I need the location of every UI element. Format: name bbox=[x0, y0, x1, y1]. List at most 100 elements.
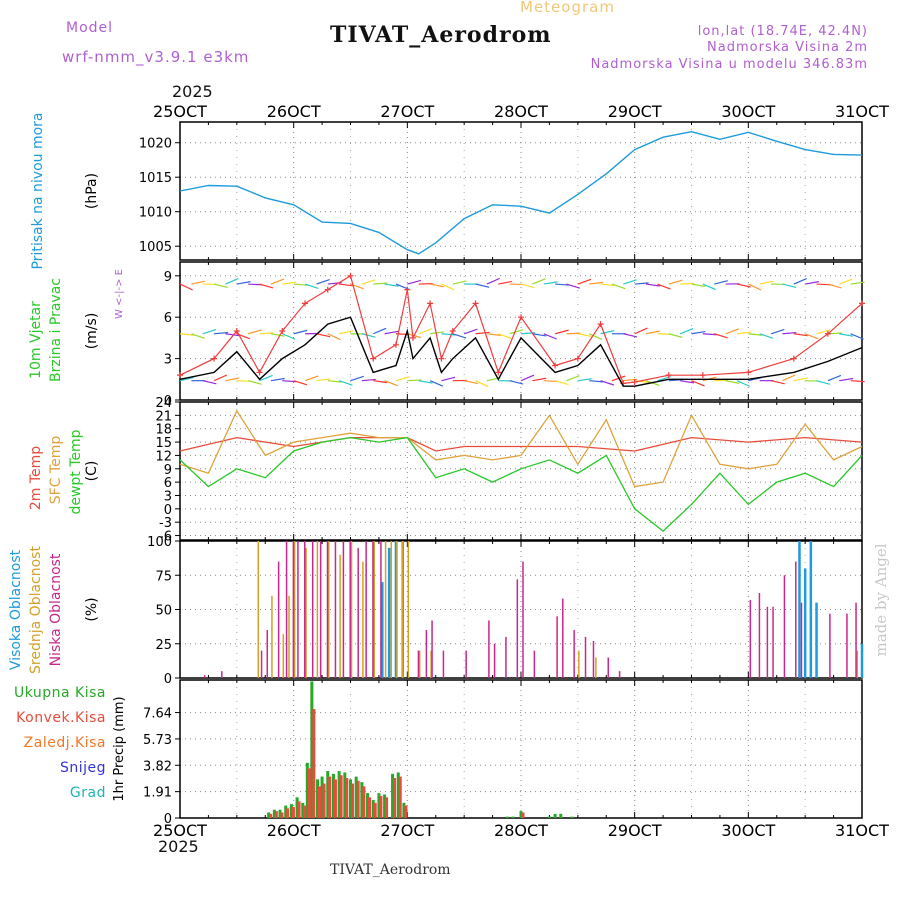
wind-arrow bbox=[418, 380, 433, 384]
wind-arrow bbox=[339, 283, 354, 287]
wind-arrow bbox=[532, 377, 547, 382]
wind-arrow bbox=[350, 375, 365, 382]
y-tick-label: 1.91 bbox=[143, 786, 172, 801]
wind-arrow bbox=[304, 375, 319, 382]
precip-bar-total bbox=[278, 809, 282, 818]
y-tick-label: 7.64 bbox=[143, 707, 172, 722]
y-tick-label: 3 bbox=[164, 353, 172, 368]
precip-bar-total bbox=[377, 793, 381, 818]
cloud-axis-title-low: Niska Oblacnost bbox=[48, 553, 64, 666]
precip-bar-total bbox=[511, 816, 515, 818]
precip-bar-convective bbox=[345, 777, 349, 818]
wind-gust-marker bbox=[410, 334, 417, 341]
year-bottom: 2025 bbox=[158, 837, 199, 856]
wind-arrow bbox=[589, 380, 604, 383]
wind-arrow bbox=[429, 283, 444, 288]
model-name: wrf-nmm_v3.9.1 e3km bbox=[62, 48, 250, 66]
wind-arrow bbox=[486, 333, 501, 337]
precip-bar-convective bbox=[339, 775, 343, 818]
wind-arrow bbox=[316, 278, 330, 285]
wind-arrow bbox=[679, 327, 694, 335]
y-tick-label: 9 bbox=[164, 270, 172, 285]
precip-bar-total bbox=[383, 794, 387, 818]
wind-gust-marker bbox=[790, 355, 797, 362]
wind-arrow bbox=[270, 278, 285, 285]
wind-arrow bbox=[702, 283, 716, 291]
y-tick-label: 75 bbox=[155, 569, 172, 584]
wind-arrow bbox=[804, 333, 819, 340]
precip-bar-convective bbox=[322, 783, 326, 818]
temp-axis-title-2m: 2m Temp bbox=[28, 446, 44, 510]
precip-legend-item: Ukupna Kisa bbox=[14, 685, 106, 701]
wind-arrow bbox=[429, 331, 445, 335]
wind-arrow bbox=[691, 283, 706, 288]
model-altitude-label: Nadmorska Visina u modelu 346.83m bbox=[590, 57, 868, 72]
wind-gust-marker bbox=[370, 355, 377, 362]
panel-frame bbox=[179, 261, 863, 401]
unit-label: (m/s) bbox=[84, 313, 100, 350]
precip-bar-convective bbox=[297, 801, 301, 818]
wind-arrow bbox=[395, 376, 410, 382]
wind-arrow bbox=[248, 380, 262, 385]
wind-arrow bbox=[634, 327, 648, 335]
y-tick-label: 0 bbox=[164, 672, 172, 687]
wind-arrow bbox=[293, 380, 308, 386]
precip-bar-convective bbox=[356, 780, 360, 818]
pressure-axis-title: Pritisak na nivou mora bbox=[30, 112, 46, 269]
wind-arrow bbox=[202, 328, 217, 335]
precip-bar-total bbox=[505, 816, 509, 818]
wind-arrow bbox=[202, 380, 217, 385]
y-tick-label: 1005 bbox=[139, 240, 172, 255]
precip-bar-convective bbox=[286, 808, 290, 818]
wind-axis-title-2: Brzina i Pravac bbox=[48, 278, 64, 382]
wind-gust-marker bbox=[574, 355, 581, 362]
precip-bar-total bbox=[371, 800, 375, 818]
wind-arrow bbox=[270, 377, 285, 382]
precip-legend-item: Snijeg bbox=[60, 760, 106, 776]
unit-label: (%) bbox=[84, 597, 100, 621]
precip-bar-convective bbox=[333, 779, 337, 818]
wind-arrow bbox=[793, 278, 807, 285]
wind-arrow bbox=[441, 283, 455, 291]
y-tick-label: -3 bbox=[159, 516, 172, 531]
cloud-axis-title-high: Visoka Oblacnost bbox=[8, 549, 24, 670]
precip-legend-item: Grad bbox=[70, 785, 106, 801]
wind-arrow bbox=[770, 328, 785, 335]
precip-bar-convective bbox=[393, 777, 397, 818]
wind-arrow bbox=[816, 329, 831, 335]
y-tick-label: 21 bbox=[155, 409, 172, 424]
wind-arrow bbox=[520, 283, 535, 289]
precip-bar-total bbox=[396, 772, 400, 818]
precip-bar-total bbox=[391, 773, 395, 818]
wind-arrow bbox=[577, 333, 592, 338]
wind-arrow bbox=[259, 374, 273, 382]
wind-arrow bbox=[498, 280, 513, 285]
wind-arrow bbox=[441, 333, 456, 336]
precip-bar-convective bbox=[307, 768, 311, 818]
wind-gust-marker bbox=[438, 355, 445, 362]
wind-arrow bbox=[464, 380, 478, 385]
wind-arrow bbox=[384, 283, 399, 287]
wind-arrow bbox=[577, 378, 592, 382]
wind-gust-marker bbox=[745, 369, 752, 376]
x-tick-label-top: 28OCT bbox=[494, 102, 548, 121]
y-tick-label: 100 bbox=[147, 535, 172, 550]
precip-bar-total bbox=[320, 776, 324, 818]
x-tick-label-top: 26OCT bbox=[267, 102, 321, 121]
wind-arrow bbox=[213, 283, 228, 289]
precip-bar-convective bbox=[379, 795, 383, 818]
wind-arrow bbox=[429, 380, 444, 387]
altitude-label: Nadmorska Visina 2m bbox=[707, 40, 868, 55]
wind-arrow bbox=[293, 329, 308, 335]
precip-bar-total bbox=[301, 802, 305, 818]
precip-bar-total bbox=[343, 772, 347, 818]
unit-label: (C) bbox=[84, 461, 100, 482]
unit-label: (hPa) bbox=[84, 173, 100, 209]
wind-arrow bbox=[248, 329, 262, 335]
precip-bar-total bbox=[570, 816, 574, 818]
precip-bar-convective bbox=[291, 806, 295, 818]
wind-arrow bbox=[259, 332, 274, 335]
wind-arrow bbox=[475, 283, 490, 288]
wind-arrow bbox=[543, 333, 557, 340]
x-tick-label-bottom: 26OCT bbox=[267, 821, 321, 840]
